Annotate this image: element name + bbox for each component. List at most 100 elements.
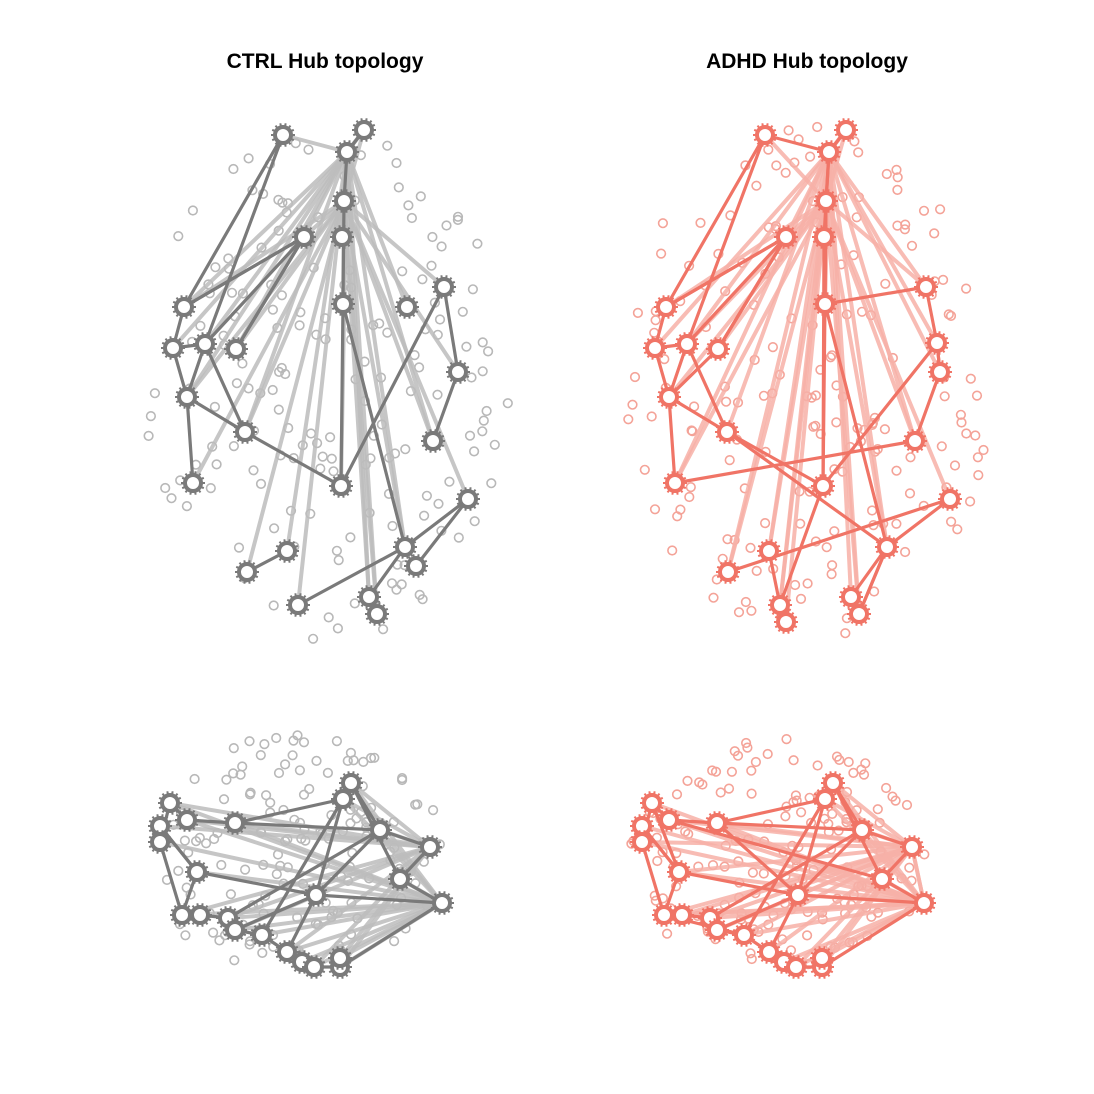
ctrl-axial-node (467, 284, 479, 295)
adhd-axial-edge (824, 199, 952, 501)
adhd-axial-hub-ring (849, 604, 869, 624)
adhd-axial-hub (774, 610, 798, 634)
adhd-sagittal-hub-edge (796, 828, 864, 897)
adhd-axial-node (936, 441, 947, 452)
adhd-axial-brain-graph (623, 118, 989, 639)
ctrl-sagittal-node (261, 790, 272, 801)
adhd-axial-hub (663, 471, 687, 495)
adhd-axial-node (684, 491, 695, 503)
ctrl-axial-hub-ring (367, 604, 387, 624)
ctrl-axial-node (396, 579, 407, 590)
ctrl-sagittal-node (322, 767, 334, 779)
adhd-axial-hub-ring (916, 277, 936, 297)
adhd-axial-node (892, 172, 903, 183)
adhd-axial-hub (812, 225, 836, 249)
ctrl-axial-hub-edge (185, 395, 247, 434)
adhd-sagittal-hub-edge (715, 797, 827, 825)
ctrl-axial-node (205, 483, 216, 494)
adhd-sagittal-node (856, 764, 867, 775)
ctrl-axial-node (228, 441, 239, 452)
ctrl-axial-hub-ring (354, 120, 374, 140)
adhd-sagittal-hub (810, 946, 834, 970)
ctrl-sagittal-edge (185, 818, 444, 905)
ctrl-sagittal-hub-edge (314, 893, 444, 905)
adhd-sagittal-hub-edge (767, 893, 800, 954)
ctrl-sagittal-node (287, 750, 298, 761)
adhd-axial-hub-edge (685, 342, 729, 434)
ctrl-axial-node (181, 501, 192, 512)
adhd-sagittal-hub-ring (654, 905, 674, 925)
adhd-axial-edge (824, 199, 889, 549)
ctrl-sagittal-node (209, 833, 220, 845)
adhd-axial-hub-edge (673, 439, 917, 485)
adhd-sagittal-hub (732, 923, 756, 947)
ctrl-axial-node (331, 545, 343, 556)
ctrl-sagittal-hub-ring (277, 942, 297, 962)
adhd-axial-node (973, 470, 984, 481)
ctrl-axial-edge (245, 199, 346, 574)
adhd-axial-node (964, 496, 976, 507)
adhd-axial-node (891, 164, 902, 175)
adhd-axial-hub-ring (815, 294, 835, 314)
ctrl-sagittal-hub (430, 891, 454, 915)
ctrl-sagittal-node (228, 742, 239, 754)
ctrl-axial-node (273, 404, 284, 415)
adhd-axial-node (646, 411, 657, 422)
adhd-axial-node (892, 220, 903, 231)
ctrl-sagittal-node (194, 832, 205, 844)
adhd-axial-hub (657, 385, 681, 409)
ctrl-sagittal-node (189, 773, 200, 785)
adhd-sagittal-node (742, 742, 753, 753)
adhd-sagittal-node (661, 928, 673, 939)
ctrl-axial-node (195, 320, 206, 332)
adhd-sagittal-node (682, 775, 693, 787)
ctrl-axial-node (317, 451, 328, 462)
ctrl-sagittal-hub-edge (338, 901, 444, 969)
adhd-sagittal-node (671, 789, 683, 800)
ctrl-sagittal-node (228, 768, 239, 779)
adhd-axial-edge (763, 133, 828, 203)
adhd-sagittal-hub-ring (759, 942, 779, 962)
adhd-axial-hub-ring (877, 537, 897, 557)
ctrl-sagittal-hub-ring (150, 832, 170, 852)
ctrl-axial-node (434, 314, 446, 325)
ctrl-axial-node (209, 401, 220, 413)
ctrl-axial-hub-ring (423, 431, 443, 451)
adhd-sagittal-hub-ring (872, 869, 892, 889)
adhd-axial-node (667, 545, 678, 556)
adhd-axial-hub (903, 429, 927, 453)
adhd-axial-edge (767, 199, 828, 553)
ctrl-axial-hub (365, 602, 389, 626)
ctrl-axial-hub-ring (333, 294, 353, 314)
ctrl-axial-node (387, 520, 398, 532)
ctrl-sagittal-hub-edge (233, 797, 345, 825)
ctrl-sagittal-hub-ring (370, 820, 390, 840)
adhd-axial-hub (706, 337, 730, 361)
adhd-sagittal-node (790, 790, 802, 801)
adhd-axial-node (740, 596, 752, 608)
ctrl-axial-hub (335, 140, 359, 164)
adhd-sagittal-hub (657, 808, 681, 832)
adhd-axial-hub (914, 275, 938, 299)
adhd-axial-hub-ring (776, 612, 796, 632)
ctrl-axial-hub (181, 471, 205, 495)
adhd-axial-edge (827, 150, 942, 374)
ctrl-axial-hub-ring (337, 142, 357, 162)
adhd-axial-hub (715, 420, 739, 444)
adhd-axial-node (659, 354, 670, 365)
adhd-axial-node (906, 240, 918, 251)
adhd-axial-node (717, 553, 728, 564)
adhd-axial-node (655, 248, 667, 259)
adhd-axial-hub (643, 336, 667, 360)
adhd-axial-node (826, 560, 838, 571)
adhd-sagittal-hub-ring (786, 957, 806, 977)
ctrl-axial-node (325, 432, 336, 443)
adhd-axial-hub-ring (819, 142, 839, 162)
adhd-axial-hub-edge (664, 133, 767, 309)
ctrl-sagittal-hub (388, 867, 412, 891)
adhd-axial-hub-edge (823, 285, 928, 306)
adhd-axial-node (821, 542, 832, 553)
ctrl-axial-edge (185, 150, 349, 399)
adhd-axial-hub-edge (726, 497, 952, 574)
